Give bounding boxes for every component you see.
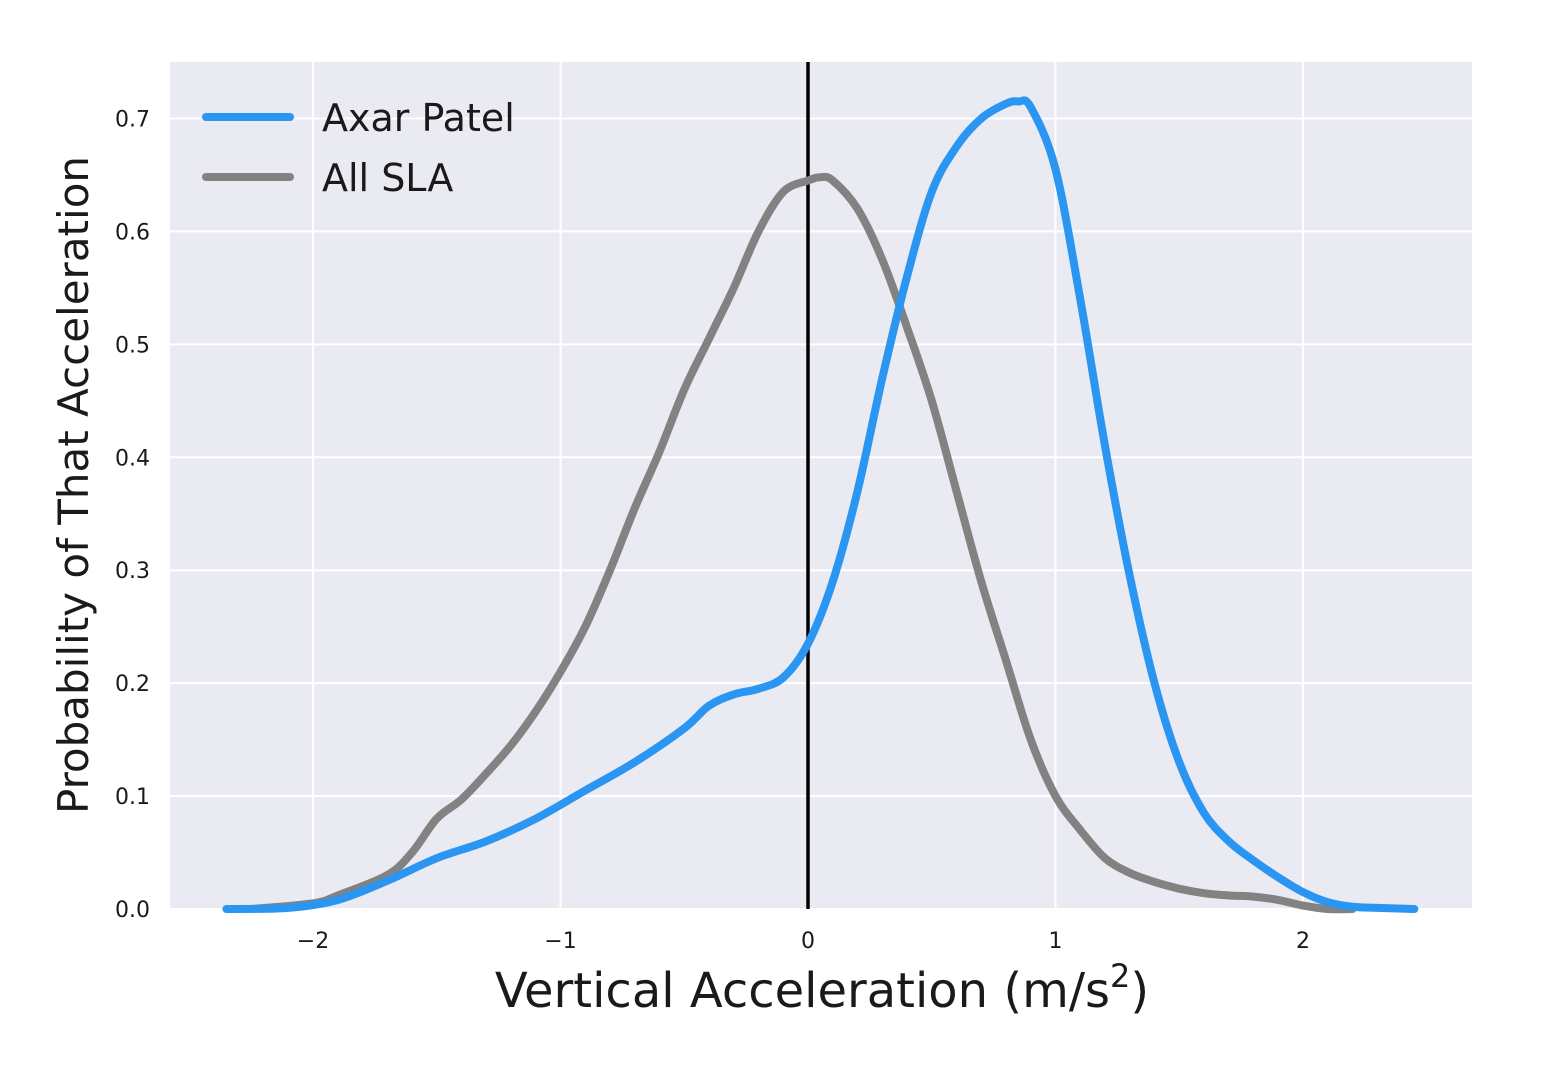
x-axis-title: Vertical Acceleration (m/s2) [495,957,1149,1019]
legend: Axar Patel All SLA [202,96,515,200]
series-line-all-sla [247,172,1357,914]
series-lines [222,96,1419,914]
y-tick-label: 0.4 [115,446,150,471]
x-tick-label: 2 [1296,929,1310,954]
x-axis-title-superscript: 2 [1110,957,1130,995]
x-tick-label: 1 [1049,929,1063,954]
y-tick-labels: 0.0 0.1 0.2 0.3 0.4 0.5 0.6 0.7 [115,107,150,923]
x-axis-title-main: Vertical Acceleration (m/s [495,963,1110,1019]
y-tick-label: 0.7 [115,107,150,132]
y-tick-label: 0.6 [115,220,150,245]
x-tick-label: −2 [297,929,329,954]
series-line-axar-patel [222,96,1419,913]
plot-background [170,62,1472,909]
legend-label-all-sla: All SLA [322,156,453,200]
y-tick-label: 0.0 [115,898,150,923]
y-tick-label: 0.3 [115,559,150,584]
y-tick-label: 0.1 [115,785,150,810]
y-tick-label: 0.2 [115,672,150,697]
legend-label-axar-patel: Axar Patel [322,96,515,140]
y-axis-title: Probability of That Acceleration [49,156,98,814]
x-tick-label: −1 [544,929,576,954]
x-tick-labels: −2 −1 0 1 2 [297,929,1310,954]
x-axis-title-suffix: ) [1130,963,1149,1019]
y-tick-label: 0.5 [115,333,150,358]
x-tick-label: 0 [801,929,815,954]
